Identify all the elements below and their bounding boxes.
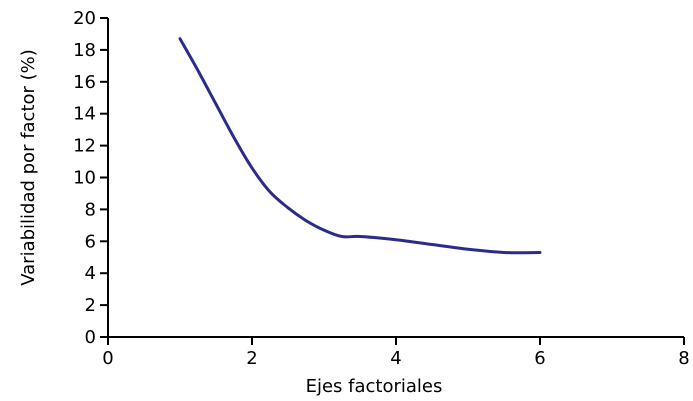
- y-tick-label: 8: [85, 199, 96, 220]
- x-tick-label: 8: [678, 348, 689, 369]
- y-tick-label: 4: [85, 263, 96, 284]
- y-tick-label: 12: [73, 136, 96, 157]
- x-axis-title: Ejes factoriales: [306, 376, 443, 397]
- y-tick-label: 0: [85, 327, 96, 348]
- y-tick-label: 16: [73, 72, 96, 93]
- y-axis-ticks: 0 2 4 6 8 10 12 14 16 18 20: [73, 8, 108, 348]
- y-tick-label: 6: [85, 231, 96, 252]
- y-tick-label: 2: [85, 295, 96, 316]
- x-tick-label: 4: [390, 348, 401, 369]
- y-tick-label: 18: [73, 40, 96, 61]
- y-tick-label: 14: [73, 104, 96, 125]
- x-tick-label: 0: [102, 348, 113, 369]
- x-tick-label: 2: [246, 348, 257, 369]
- y-axis-title: Variabilidad por factor (%): [18, 49, 39, 286]
- x-axis-ticks: 0 2 4 6 8: [102, 337, 690, 369]
- y-tick-label: 10: [73, 168, 96, 189]
- x-tick-label: 6: [534, 348, 545, 369]
- series-line: [178, 37, 542, 255]
- y-tick-label: 20: [73, 8, 96, 29]
